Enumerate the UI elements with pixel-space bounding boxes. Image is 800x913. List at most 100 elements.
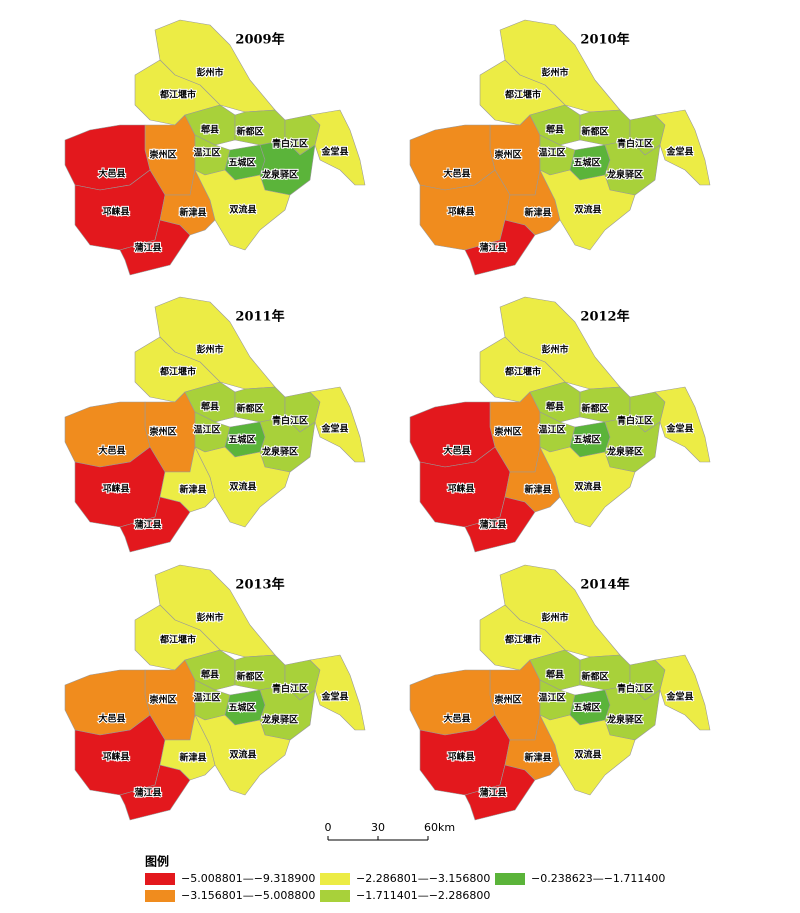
- district-label: 崇州区: [149, 694, 176, 706]
- district: [194, 446, 291, 528]
- district: [654, 386, 711, 463]
- legend-label: −3.156801—−5.008800: [181, 889, 315, 902]
- district-label: 彭州市: [196, 612, 223, 624]
- district: [159, 446, 216, 513]
- district: [504, 169, 561, 236]
- district-label: 都江堰市: [504, 634, 541, 646]
- district-label: 新津县: [179, 752, 206, 764]
- scale-label: 0: [325, 821, 332, 834]
- district-label: 蒲江县: [134, 787, 161, 799]
- district-label: 都江堰市: [159, 634, 196, 646]
- district-label: 大邑县: [98, 445, 125, 457]
- district-label: 大邑县: [443, 713, 470, 725]
- district-label: 蒲江县: [479, 242, 506, 254]
- district: [159, 714, 216, 781]
- map-title: 2012年: [580, 309, 629, 325]
- district-label: 崇州区: [494, 426, 521, 438]
- district-label: 五城区: [573, 157, 600, 169]
- district-label: 双流县: [229, 481, 256, 493]
- district-label: 龙泉驿区: [261, 169, 298, 181]
- district-label: 温江区: [193, 424, 220, 436]
- district-label: 彭州市: [541, 67, 568, 79]
- district-label: 双流县: [574, 204, 601, 216]
- district-label: 都江堰市: [159, 89, 196, 101]
- legend-label: −5.008801—−9.318900: [181, 872, 315, 885]
- district-label: 双流县: [229, 204, 256, 216]
- district: [504, 714, 561, 781]
- map-title: 2011年: [235, 309, 284, 325]
- district: [194, 169, 291, 251]
- district-label: 金堂县: [320, 146, 348, 158]
- district-label: 彭州市: [541, 344, 568, 356]
- district-label: 金堂县: [665, 691, 693, 703]
- district-label: 蒲江县: [134, 519, 161, 531]
- district-label: 新津县: [524, 207, 551, 219]
- district-label: 蒲江县: [479, 519, 506, 531]
- district-label: 龙泉驿区: [606, 169, 643, 181]
- district-label: 双流县: [229, 749, 256, 761]
- district-label: 龙泉驿区: [606, 714, 643, 726]
- district-label: 新津县: [524, 484, 551, 496]
- district-label: 五城区: [228, 702, 255, 714]
- district-label: 都江堰市: [504, 366, 541, 378]
- district-label: 青白江区: [272, 683, 308, 695]
- district-label: 崇州区: [494, 149, 521, 161]
- district-label: 五城区: [228, 434, 255, 446]
- district-label: 大邑县: [443, 445, 470, 457]
- district-label: 新都区: [236, 403, 263, 415]
- legend-swatch: [145, 890, 175, 902]
- scale-label: 60km: [424, 821, 455, 834]
- legend-swatch: [320, 873, 350, 885]
- district-label: 大邑县: [98, 713, 125, 725]
- district-label: 新都区: [581, 671, 608, 683]
- district-label: 大邑县: [98, 168, 125, 180]
- district-label: 五城区: [573, 702, 600, 714]
- district-label: 新都区: [581, 126, 608, 138]
- district-label: 邛崃县: [102, 483, 129, 495]
- district: [604, 416, 661, 473]
- district-label: 新都区: [581, 403, 608, 415]
- district-label: 都江堰市: [504, 89, 541, 101]
- district: [259, 684, 316, 741]
- district-label: 青白江区: [272, 138, 308, 150]
- district-label: 温江区: [193, 147, 220, 159]
- district: [604, 684, 661, 741]
- district-label: 邛崃县: [102, 206, 129, 218]
- district-label: 五城区: [573, 434, 600, 446]
- district: [654, 654, 711, 731]
- district-label: 金堂县: [665, 423, 693, 435]
- map-title: 2010年: [580, 32, 629, 48]
- district: [654, 109, 711, 186]
- district: [604, 139, 661, 196]
- district: [309, 654, 366, 731]
- district-label: 新都区: [236, 671, 263, 683]
- district: [539, 714, 636, 796]
- district: [504, 446, 561, 513]
- district-label: 新津县: [524, 752, 551, 764]
- district-label: 郫县: [546, 124, 564, 136]
- district-label: 郫县: [546, 401, 564, 413]
- district-label: 新津县: [179, 484, 206, 496]
- district-label: 崇州区: [149, 149, 176, 161]
- district-label: 青白江区: [617, 138, 653, 150]
- district-label: 邛崃县: [447, 206, 474, 218]
- district-label: 温江区: [538, 424, 565, 436]
- district-label: 都江堰市: [159, 366, 196, 378]
- district-label: 温江区: [538, 692, 565, 704]
- map-title: 2014年: [580, 577, 629, 593]
- district-label: 崇州区: [494, 694, 521, 706]
- district-label: 龙泉驿区: [261, 446, 298, 458]
- legend-title: 图例: [145, 854, 169, 869]
- legend-label: −2.286801—−3.156800: [356, 872, 490, 885]
- district-label: 郫县: [201, 669, 219, 681]
- district-label: 金堂县: [320, 423, 348, 435]
- district-label: 温江区: [193, 692, 220, 704]
- district-label: 彭州市: [541, 612, 568, 624]
- district: [539, 169, 636, 251]
- district-label: 邛崃县: [102, 751, 129, 763]
- district: [159, 169, 216, 236]
- district-label: 邛崃县: [447, 483, 474, 495]
- district-label: 新都区: [236, 126, 263, 138]
